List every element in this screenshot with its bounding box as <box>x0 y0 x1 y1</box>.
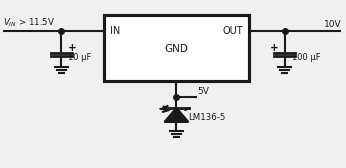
Text: 10V: 10V <box>324 20 341 29</box>
Text: 100 μF: 100 μF <box>292 53 321 62</box>
Text: 10 μF: 10 μF <box>68 53 92 62</box>
Text: IN: IN <box>109 26 120 36</box>
Text: GND: GND <box>164 44 188 54</box>
Text: +: + <box>68 43 77 53</box>
Text: $V_{IN}$ > 11.5V: $V_{IN}$ > 11.5V <box>3 17 55 29</box>
Text: +: + <box>270 43 279 53</box>
Bar <box>104 15 248 81</box>
Text: 5V: 5V <box>197 87 209 96</box>
Polygon shape <box>164 108 189 122</box>
Text: OUT: OUT <box>223 26 243 36</box>
Text: LM136-5: LM136-5 <box>189 113 226 122</box>
